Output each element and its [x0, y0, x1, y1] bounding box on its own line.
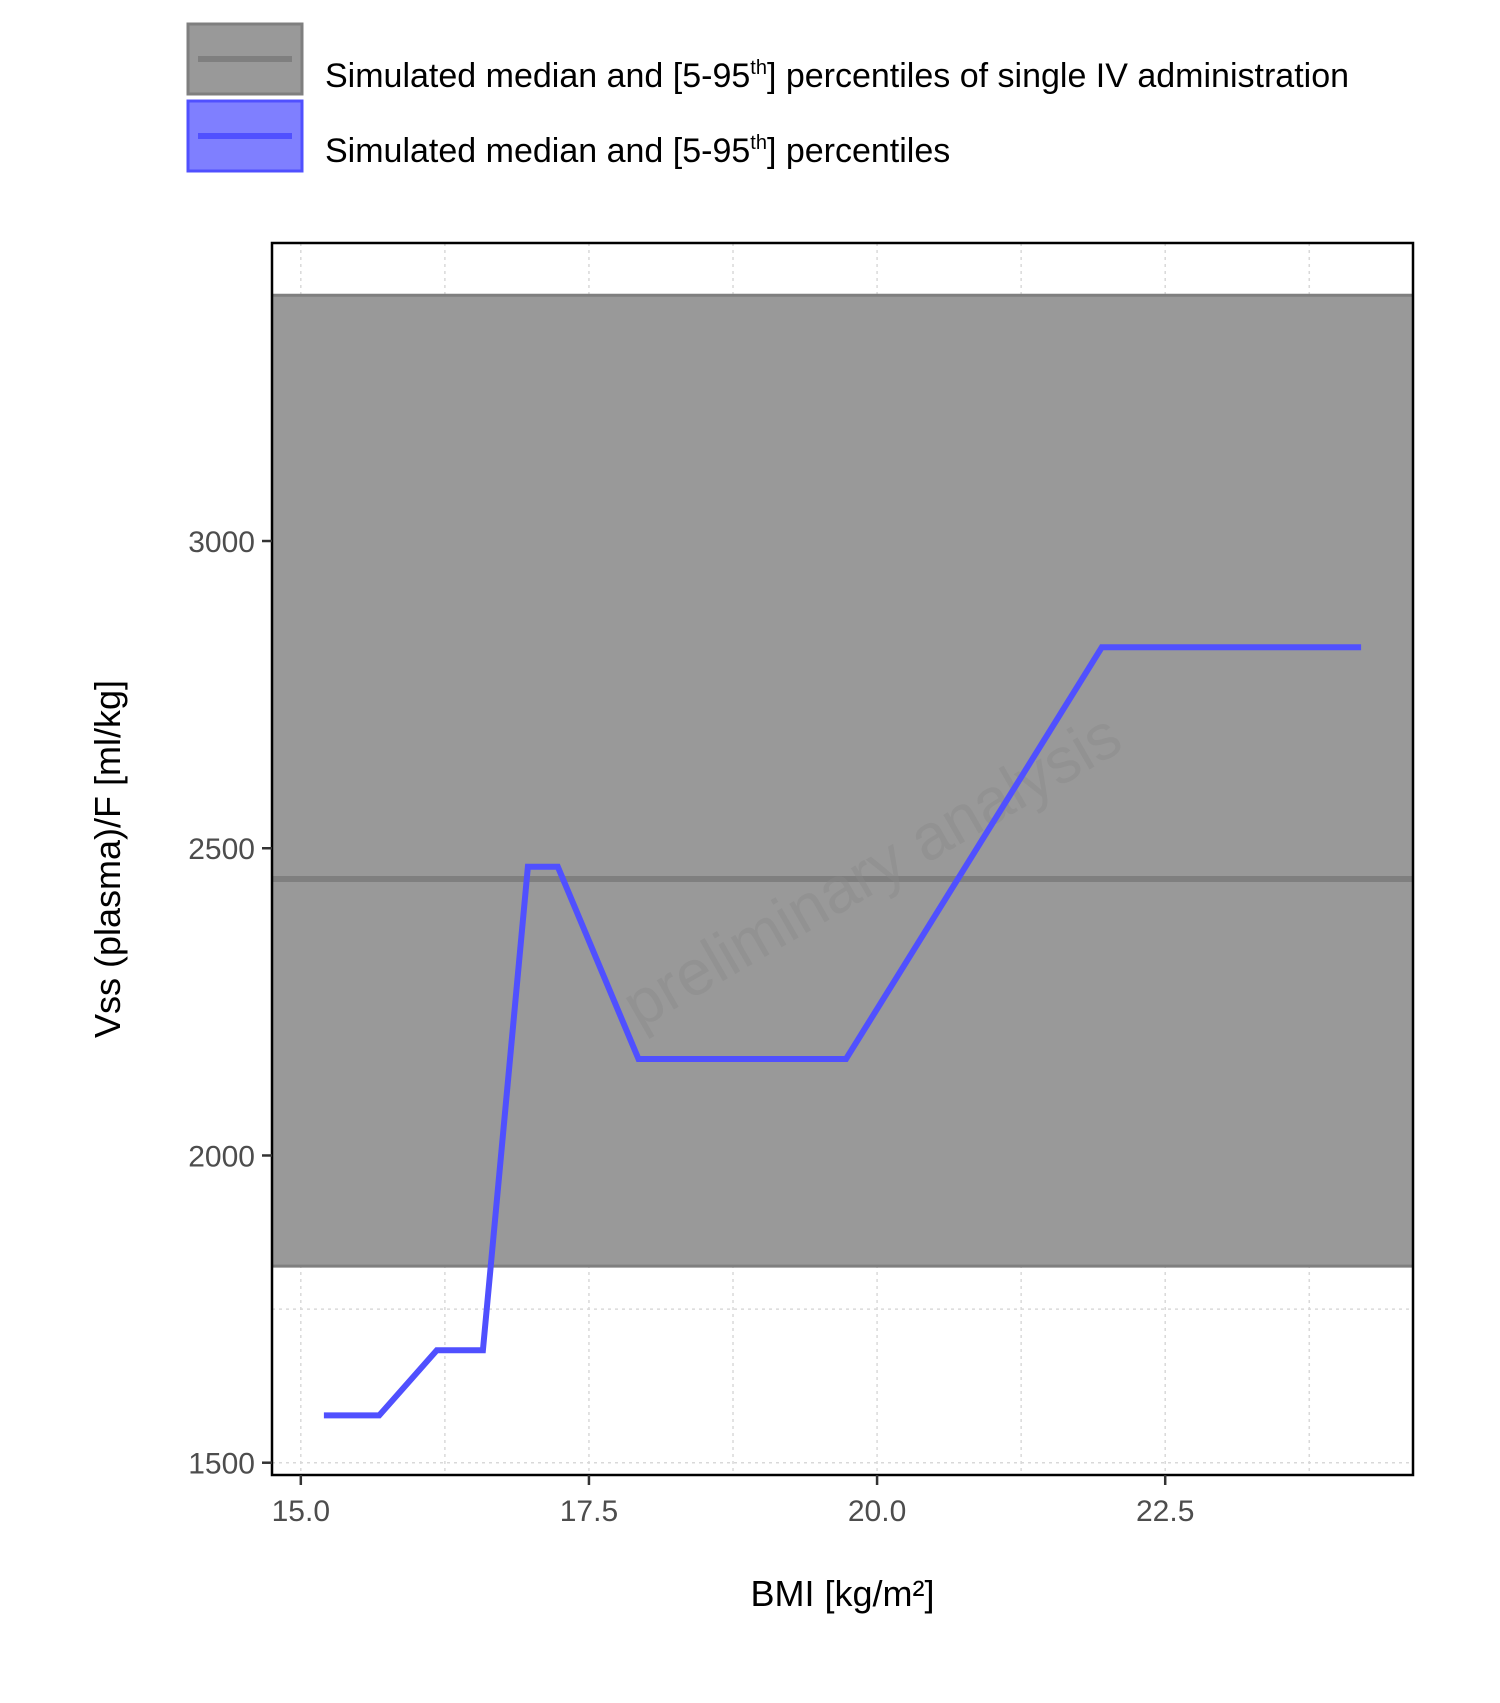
- y-axis: 1500 2000 2500 3000: [188, 526, 272, 1481]
- series-layer: [323, 644, 1362, 1419]
- legend-label-simulated: Simulated median and [5-95th] percentile…: [325, 132, 950, 170]
- y-tick-label: 3000: [188, 526, 255, 559]
- reference-band-layer: [272, 293, 1413, 1268]
- y-tick-label: 2500: [188, 833, 255, 866]
- legend-label-reference: Simulated median and [5-95th] percentile…: [325, 57, 1349, 95]
- x-tick-label: 22.5: [1136, 1495, 1194, 1528]
- y-tick-label: 1500: [188, 1448, 255, 1481]
- x-axis-title: BMI [kg/m²]: [750, 1573, 934, 1614]
- panel-border: [270, 241, 1415, 1477]
- y-axis-title: Vss (plasma)/F [ml/kg]: [87, 680, 128, 1038]
- x-axis: 15.0 17.5 20.0 22.5: [272, 1475, 1194, 1528]
- x-tick-label: 15.0: [272, 1495, 330, 1528]
- series-line: [323, 644, 1362, 1419]
- y-tick-label: 2000: [188, 1140, 255, 1173]
- x-tick-label: 17.5: [560, 1495, 618, 1528]
- x-tick-label: 20.0: [848, 1495, 906, 1528]
- legend: Simulated median and [5-95th] percentile…: [186, 22, 1349, 173]
- reference-band: [272, 295, 1413, 1267]
